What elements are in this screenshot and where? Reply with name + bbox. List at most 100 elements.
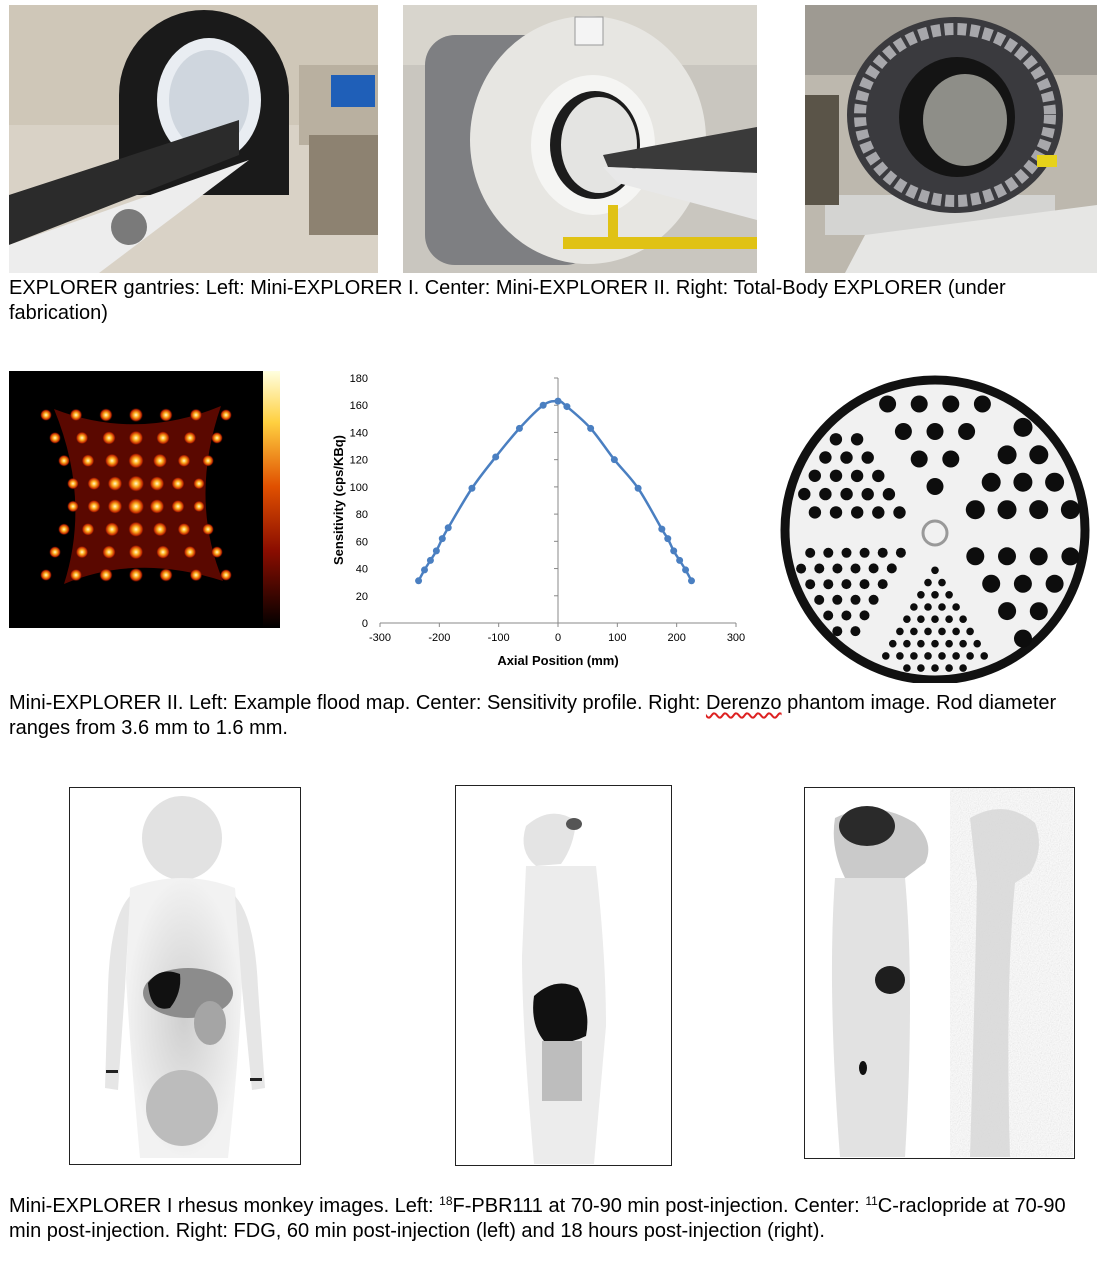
derenzo-rod	[958, 423, 976, 440]
derenzo-rod	[859, 610, 870, 621]
flood-spot	[171, 476, 185, 491]
flood-spot	[152, 453, 168, 469]
derenzo-rod	[805, 579, 816, 590]
flood-spot	[58, 523, 70, 536]
derenzo-rod	[879, 395, 897, 413]
derenzo-rod	[926, 423, 944, 440]
monkey-pbr111-image	[69, 787, 301, 1165]
flood-spot	[211, 546, 223, 559]
derenzo-rod	[796, 563, 807, 574]
flood-spot	[81, 522, 95, 536]
derenzo-rod	[840, 487, 853, 501]
derenzo-rod	[1061, 547, 1080, 566]
flood-spot	[128, 407, 144, 423]
derenzo-rod	[942, 450, 960, 468]
flood-spot	[101, 430, 117, 445]
derenzo-rod	[868, 594, 879, 605]
derenzo-rod	[823, 579, 834, 590]
flood-spot	[220, 409, 232, 421]
flood-spot	[67, 477, 79, 490]
derenzo-rod	[840, 451, 853, 464]
y-tick-label: 20	[356, 591, 368, 603]
derenzo-rod	[945, 591, 953, 599]
data-point	[515, 424, 523, 432]
derenzo-rod	[877, 547, 888, 558]
data-point	[676, 556, 684, 564]
derenzo-rod	[938, 603, 946, 611]
flood-spot	[128, 567, 144, 583]
flood-spot	[128, 430, 144, 446]
derenzo-rod	[910, 395, 928, 413]
sensitivity-series-line	[417, 399, 693, 582]
flood-spot	[40, 569, 52, 581]
data-point	[438, 535, 446, 543]
derenzo-rod	[910, 627, 918, 636]
flood-spot	[189, 408, 203, 422]
data-point	[421, 566, 428, 574]
derenzo-rod	[931, 566, 939, 575]
flood-spot	[104, 521, 120, 537]
flood-spot	[177, 522, 191, 536]
y-tick-label: 40	[356, 564, 368, 576]
flood-spot	[75, 545, 89, 559]
derenzo-rod	[896, 652, 904, 660]
derenzo-rod	[910, 450, 928, 468]
derenzo-rod	[945, 664, 953, 672]
derenzo-rod	[814, 594, 825, 605]
derenzo-rod	[997, 500, 1017, 520]
derenzo-rod	[926, 478, 944, 495]
flood-spot	[81, 454, 95, 468]
data-point	[610, 456, 618, 464]
derenzo-rod	[980, 652, 988, 660]
derenzo-rod	[931, 639, 939, 648]
derenzo-rod	[952, 603, 960, 611]
derenzo-rods	[796, 395, 1080, 672]
derenzo-rod	[841, 610, 852, 621]
derenzo-rod	[910, 603, 918, 611]
derenzo-rod	[805, 547, 816, 558]
derenzo-rod	[859, 547, 870, 558]
flood-spot	[171, 499, 185, 514]
derenzo-rod	[1029, 500, 1049, 520]
x-tick-label: -300	[369, 632, 391, 644]
derenzo-rod	[903, 639, 911, 648]
derenzo-rod	[982, 574, 1001, 593]
derenzo-rod	[965, 500, 985, 520]
derenzo-rod	[882, 652, 890, 660]
x-tick-label: -100	[488, 632, 510, 644]
data-point	[670, 547, 678, 555]
derenzo-rod	[952, 627, 960, 636]
y-axis-label: Sensitivity (cps/KBq)	[331, 435, 346, 565]
derenzo-rod	[829, 433, 843, 446]
derenzo-rod	[832, 594, 843, 605]
flood-spot	[75, 431, 89, 445]
data-point	[563, 403, 571, 411]
flood-spot	[49, 546, 61, 559]
derenzo-rod	[893, 506, 906, 519]
flood-spot	[69, 408, 83, 422]
flood-spot	[159, 408, 173, 422]
x-tick-label: 200	[667, 632, 685, 644]
derenzo-rod	[1045, 574, 1064, 593]
monkey-fdg-image	[804, 787, 1075, 1159]
derenzo-rod	[938, 652, 946, 660]
flood-spot	[107, 498, 123, 515]
derenzo-rod	[998, 547, 1016, 566]
flood-spot	[159, 568, 173, 582]
derenzo-rod	[938, 578, 946, 587]
sensitivity-chart: -300 -200 -100 0 100 200 300 0 20 40 60 80 100 120 140…	[331, 373, 745, 668]
total-body-explorer-photo	[805, 5, 1097, 273]
caption-text-part: Mini-EXPLORER II. Left: Example flood ma…	[9, 692, 706, 714]
y-tick-label: 120	[350, 455, 368, 467]
flood-spot	[155, 430, 171, 445]
derenzo-rod	[895, 547, 906, 558]
flood-map-image	[9, 371, 280, 628]
flood-spot	[99, 568, 113, 582]
derenzo-rod	[814, 563, 825, 574]
derenzo-rod	[945, 639, 953, 648]
derenzo-rod	[966, 652, 974, 660]
data-point	[682, 566, 690, 574]
isotope-mass-number: 18	[439, 1194, 453, 1208]
derenzo-rod	[938, 627, 946, 636]
flood-spot	[211, 431, 223, 444]
